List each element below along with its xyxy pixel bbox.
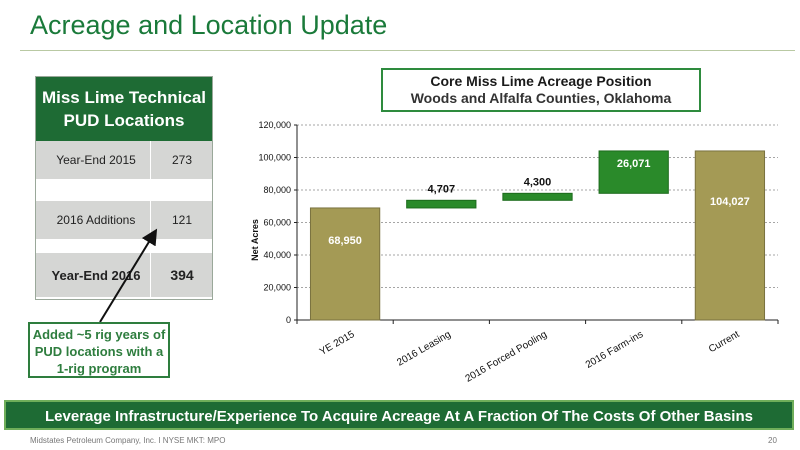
data-label: 68,950: [328, 235, 362, 247]
slide-title: Acreage and Location Update: [30, 10, 388, 40]
bar-2016-farm-ins: [598, 150, 669, 194]
data-label: 4,707: [428, 183, 456, 195]
page-number: 20: [768, 436, 777, 445]
x-tick-label: YE 2015: [318, 329, 357, 358]
chart-title: Core Miss Lime Acreage Position: [430, 73, 652, 89]
x-tick-label: Current: [707, 329, 742, 355]
chart-subtitle: Woods and Alfalfa Counties, Oklahoma: [410, 90, 672, 106]
y-tick-label: 40,000: [263, 250, 291, 260]
y-axis-label: Net Acres: [250, 219, 260, 261]
y-tick-label: 80,000: [263, 185, 291, 195]
bottom-banner: Leverage Infrastructure/Experience To Ac…: [4, 400, 794, 430]
pud-table-header: Miss Lime Technical PUD Locations: [36, 77, 212, 141]
y-tick-label: 120,000: [258, 120, 291, 130]
row-label: Year-End 2015: [56, 153, 136, 167]
footer-text: Midstates Petroleum Company, Inc. I NYSE…: [30, 436, 226, 445]
row-label: 2016 Additions: [56, 213, 136, 227]
table-row: Year-End 2015 273: [36, 141, 212, 179]
row-label: Year-End 2016: [51, 267, 141, 283]
bar-2016-forced-pooling: [502, 192, 573, 201]
bar-2016-leasing: [406, 199, 477, 209]
data-label: 104,027: [710, 196, 750, 208]
title-divider: [20, 50, 795, 51]
row-value: 121: [150, 201, 213, 239]
y-tick-label: 60,000: [263, 218, 291, 228]
table-row: 2016 Additions 121: [36, 201, 212, 239]
data-label: 26,071: [617, 158, 651, 170]
chart-title-box: Core Miss Lime Acreage Position Woods an…: [381, 68, 701, 112]
x-tick-label: 2016 Farm-ins: [584, 329, 645, 371]
pud-locations-table: Miss Lime Technical PUD Locations Year-E…: [35, 76, 213, 300]
y-tick-label: 0: [286, 315, 291, 325]
data-label: 4,300: [524, 176, 552, 188]
bar-current: [694, 150, 766, 321]
row-value: 394: [150, 253, 213, 297]
table-row-total: Year-End 2016 394: [36, 253, 212, 297]
y-tick-label: 20,000: [263, 283, 291, 293]
y-tick-label: 100,000: [258, 153, 291, 163]
x-tick-label: 2016 Forced Pooling: [464, 329, 549, 385]
row-value: 273: [150, 141, 213, 179]
bar-ye-2015: [309, 207, 381, 321]
x-tick-label: 2016 Leasing: [395, 329, 453, 369]
callout-box: Added ~5 rig years of PUD locations with…: [28, 322, 170, 378]
